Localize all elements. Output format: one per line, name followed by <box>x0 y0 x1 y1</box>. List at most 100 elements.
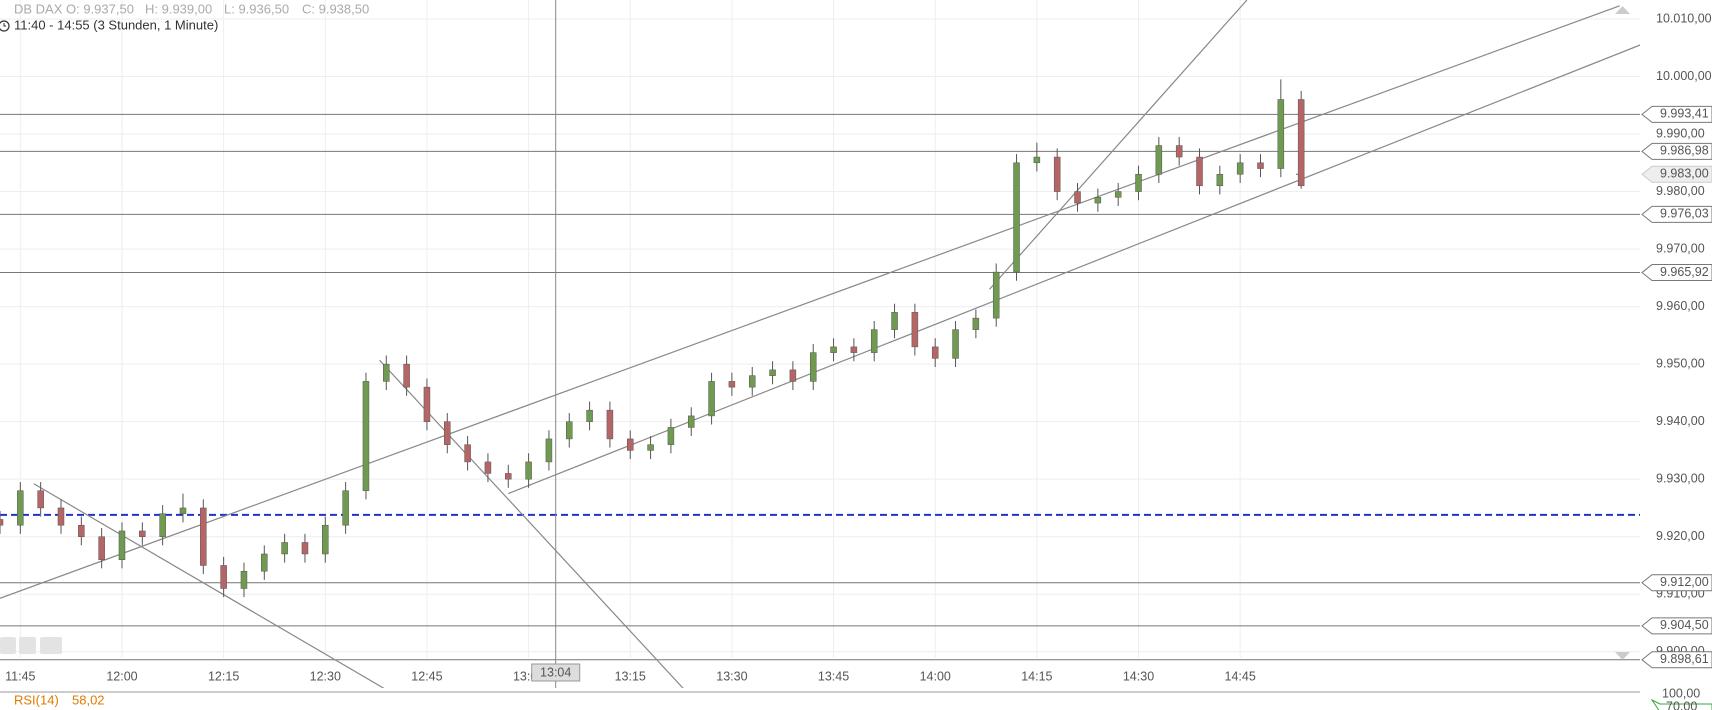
clock-hands <box>3 23 6 27</box>
x-tick-label: 14:15 <box>1021 669 1052 683</box>
level-label: 9.965,92 <box>1660 265 1709 279</box>
candle-body <box>484 461 492 474</box>
candle-body <box>362 381 370 491</box>
close-value: C: 9.938,50 <box>302 1 369 16</box>
time-range: 11:40 - 14:55 (3 Stunden, 1 Minute) <box>14 17 218 32</box>
level-label-box <box>1641 105 1712 123</box>
candle-body <box>1216 174 1224 187</box>
candle-body <box>728 381 736 388</box>
candle-body <box>687 415 695 428</box>
candle-body <box>200 507 207 566</box>
candle-body <box>931 346 939 359</box>
candle-body <box>667 427 675 445</box>
low-value: L: 9.936,50 <box>224 1 289 16</box>
candle-body <box>1196 156 1203 187</box>
header: DB DAX O: 9.937,50 H: 9.939,00 L: 9.936,… <box>0 1 369 32</box>
candle-body <box>525 461 532 480</box>
candle-body <box>972 317 980 330</box>
y-tick-label: 9.920,00 <box>1656 529 1705 543</box>
trend-line <box>33 483 385 688</box>
scroll-down[interactable] <box>1615 652 1630 660</box>
level-label-box <box>1641 651 1712 669</box>
candle-body <box>952 329 959 359</box>
y-tick-label: 9.980,00 <box>1656 184 1705 198</box>
candle-body <box>423 386 431 422</box>
level-label-box <box>1641 617 1712 635</box>
tool-button[interactable] <box>19 637 36 654</box>
rsi-label-box <box>1650 698 1712 710</box>
scroll-up[interactable] <box>1615 6 1630 14</box>
toolbar[interactable] <box>0 637 62 654</box>
candle-body <box>830 346 837 353</box>
candle-body <box>159 513 166 537</box>
candle-body <box>505 473 512 480</box>
candle-body <box>57 507 65 526</box>
x-tick-label: 13:15 <box>615 669 646 683</box>
x-tick-label: 12:30 <box>310 669 341 683</box>
candle-body <box>606 409 614 440</box>
candle-body <box>240 570 248 589</box>
candle-body <box>626 438 634 451</box>
level-label: 9.993,41 <box>1660 107 1709 121</box>
candle-body <box>1135 174 1142 192</box>
current-price-label: 9.983,00 <box>1660 167 1709 181</box>
candle-body <box>1053 156 1061 192</box>
x-tick-label: 11:45 <box>5 669 35 683</box>
level-label: 9.912,00 <box>1660 575 1709 589</box>
candle-body <box>0 519 4 526</box>
trend-line <box>0 5 1620 599</box>
x-tick-label: 13:30 <box>716 669 747 683</box>
candle-body <box>403 363 410 388</box>
y-tick-label: 9.970,00 <box>1656 241 1705 255</box>
candle-body <box>17 490 24 526</box>
trend-line <box>379 359 684 688</box>
candle-body <box>1277 99 1285 169</box>
level-label-box <box>1641 142 1712 160</box>
rsi-tick-label: 100,00 <box>1662 686 1700 700</box>
candle-body <box>98 536 105 560</box>
level-label: 9.898,61 <box>1660 652 1709 666</box>
candle-body <box>1175 145 1183 158</box>
candle-body <box>464 444 471 463</box>
crosshair-label: 13:04 <box>540 665 571 679</box>
tool-button[interactable] <box>0 637 16 654</box>
x-tick-label: 14:30 <box>1123 669 1154 683</box>
candle-body <box>992 271 1000 319</box>
candle-body <box>748 375 756 388</box>
candle-body <box>566 421 573 440</box>
level-label: 9.904,50 <box>1660 618 1709 632</box>
candle-body <box>118 530 126 560</box>
tool-button[interactable] <box>40 637 62 654</box>
candle-body <box>1257 162 1264 169</box>
x-tick-label: 14:45 <box>1225 669 1256 683</box>
candle-body <box>78 524 85 537</box>
axes: 10.010,00 10.000,00 9.990,00 9.980,00 9.970,… <box>5 11 1712 683</box>
y-tick-label: 9.940,00 <box>1656 414 1705 428</box>
candle-body <box>342 490 349 526</box>
x-tick-label: 14:00 <box>920 669 951 683</box>
candle-body <box>586 409 593 422</box>
rsi-panel: RSI(14) 58,02 100,00 70,00 <box>0 686 1712 710</box>
candle-body <box>1114 191 1122 198</box>
y-tick-label: 9.960,00 <box>1656 299 1705 313</box>
candle-body <box>1074 191 1081 204</box>
y-tick-label: 9.930,00 <box>1656 471 1705 485</box>
high-value: H: 9.939,00 <box>145 1 212 16</box>
trend-line <box>988 0 1248 290</box>
candle-body <box>789 369 797 382</box>
y-tick-label: 10.000,00 <box>1656 69 1712 83</box>
candle-body <box>322 524 329 555</box>
plot-area <box>0 0 1640 688</box>
x-tick-label: 12:00 <box>106 669 137 683</box>
candle-body <box>301 542 309 555</box>
crosshair-label-box <box>531 663 581 682</box>
candle-body <box>769 369 776 376</box>
candle-body <box>647 444 654 451</box>
level-label: 9.976,03 <box>1660 207 1709 221</box>
candle-body <box>37 490 44 509</box>
candle-body <box>139 530 146 537</box>
candle-body <box>1013 162 1020 273</box>
current-price-box <box>1641 165 1712 183</box>
y-tick-label: 9.990,00 <box>1656 126 1705 140</box>
candle-body <box>261 553 268 572</box>
